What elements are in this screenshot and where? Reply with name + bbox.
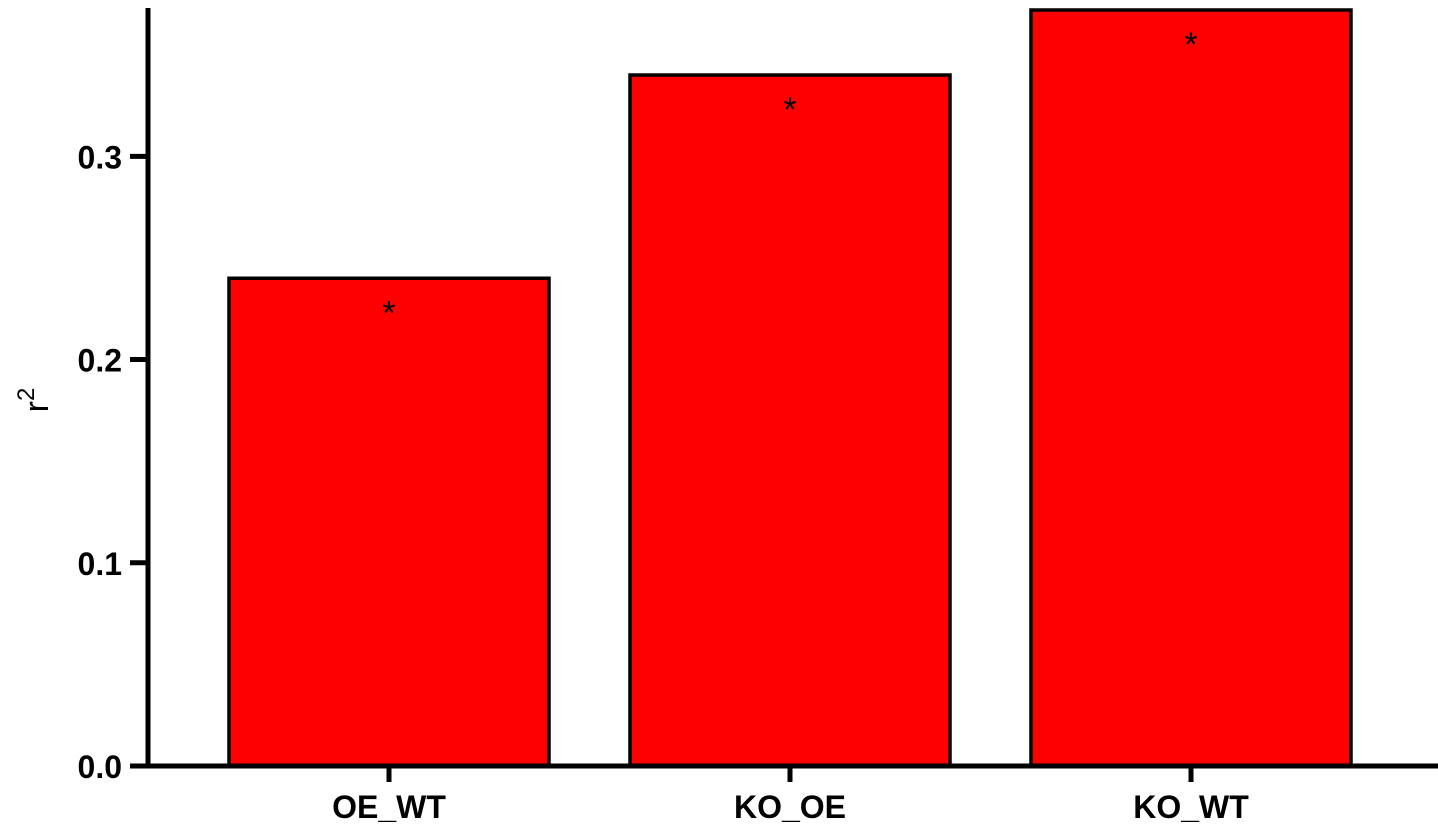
x-tick-label: OE_WT: [332, 789, 446, 825]
bar-ko-wt: [1029, 8, 1353, 768]
y-ticks-group: 0.0 0.1 0.2 0.3: [78, 139, 148, 785]
annotations-group: * * *: [382, 26, 1197, 332]
significance-marker: *: [783, 91, 796, 129]
y-tick-label: 0.0: [78, 749, 122, 785]
bar-ko-oe: [628, 73, 952, 768]
bars-group: [227, 8, 1353, 768]
y-tick-label: 0.1: [78, 546, 122, 582]
y-tick-label: 0.3: [78, 139, 122, 175]
x-tick-label: KO_WT: [1133, 789, 1249, 825]
x-tick-label: KO_OE: [734, 789, 846, 825]
significance-marker: *: [1184, 26, 1197, 64]
y-axis-label: r2: [13, 388, 56, 413]
y-axis-label-superscript: 2: [13, 388, 40, 401]
x-ticks-group: OE_WT KO_OE KO_WT: [332, 766, 1249, 825]
y-axis-label-base: r: [18, 401, 56, 412]
bar-oe-wt: [227, 276, 551, 768]
significance-marker: *: [382, 294, 395, 332]
y-tick-label: 0.2: [78, 343, 122, 379]
